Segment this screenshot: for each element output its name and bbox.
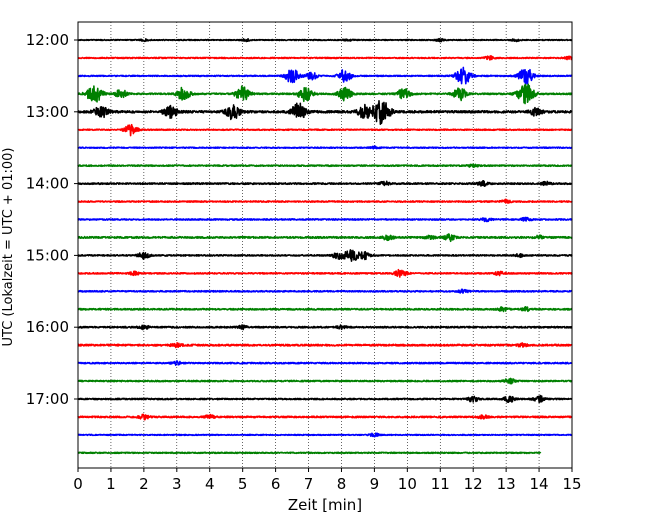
trace-1715: [77, 413, 573, 421]
trace-1245: [77, 83, 573, 105]
x-tick-label: 10: [398, 475, 417, 493]
trace-1415: [77, 198, 573, 204]
trace-1545: [77, 305, 573, 313]
x-tick-label: 5: [238, 475, 248, 493]
x-tick-label: 15: [562, 475, 581, 493]
trace-1700: [77, 394, 573, 404]
trace-1630: [77, 360, 573, 366]
trace-1530: [77, 288, 573, 294]
y-tick-label: 17:00: [26, 390, 69, 408]
y-axis-ticks: 12:00 13:00 14:00 15:00 16:00 17:00: [26, 31, 78, 408]
trace-1600: [77, 324, 573, 331]
trace-1645: [77, 377, 573, 385]
plot-frame: [77, 21, 573, 469]
trace-1445: [77, 233, 573, 243]
x-tick-label: 4: [205, 475, 215, 493]
x-tick-label: 8: [337, 475, 347, 493]
x-axis-ticks: 0 1 2 3 4 5 6 7 8 9 10 11 12 13 14 15: [73, 468, 582, 493]
trace-series: [77, 37, 573, 455]
grid-lines: [110, 22, 540, 468]
trace-1615: [77, 341, 573, 349]
trace-1400: [77, 179, 573, 187]
x-tick-label: 12: [464, 475, 483, 493]
x-tick-label: 3: [172, 475, 182, 493]
trace-1430: [77, 216, 573, 223]
trace-1315: [77, 123, 573, 137]
trace-1730: [77, 432, 573, 438]
y-tick-label: 13:00: [26, 103, 69, 121]
x-tick-label: 1: [106, 475, 116, 493]
trace-1200: [77, 37, 573, 43]
trace-1515: [77, 268, 573, 278]
trace-1345: [77, 163, 573, 168]
trace-1500: [77, 249, 573, 262]
y-tick-label: 12:00: [26, 31, 69, 49]
x-tick-label: 6: [271, 475, 281, 493]
x-tick-label: 14: [530, 475, 549, 493]
y-tick-label: 16:00: [26, 318, 69, 336]
y-tick-label: 14:00: [26, 175, 69, 193]
x-tick-label: 13: [497, 475, 516, 493]
trace-1745: [77, 451, 542, 455]
x-tick-label: 11: [431, 475, 450, 493]
trace-1215: [77, 55, 573, 61]
x-tick-label: 2: [139, 475, 149, 493]
trace-1230: [77, 66, 573, 86]
y-tick-label: 15:00: [26, 246, 69, 264]
y-axis-label: UTC (Lokalzeit = UTC + 01:00): [1, 148, 16, 347]
x-tick-label: 0: [73, 475, 83, 493]
trace-1300: [77, 100, 573, 125]
x-axis-label: Zeit [min]: [288, 496, 362, 514]
x-tick-label: 9: [370, 475, 380, 493]
trace-1330: [77, 145, 573, 150]
x-tick-label: 7: [304, 475, 314, 493]
